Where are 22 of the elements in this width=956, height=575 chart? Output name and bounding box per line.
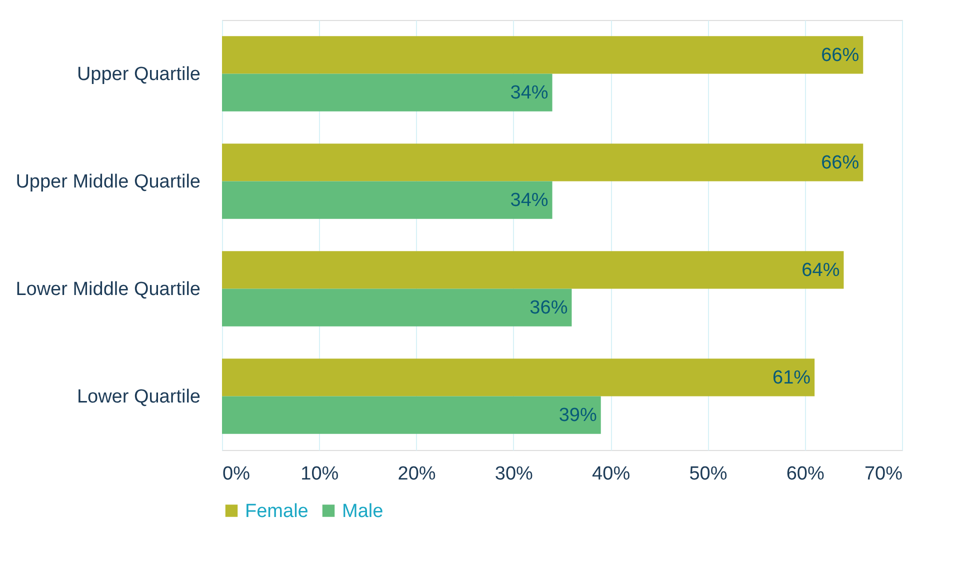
data-label: 34%	[510, 190, 548, 212]
data-label: 34%	[510, 82, 548, 104]
y-tick-label: Upper Quartile	[76, 64, 200, 85]
data-label: 36%	[530, 298, 568, 319]
y-tick-label: Upper Middle Quartile	[16, 171, 200, 192]
x-tick-label: 20%	[398, 464, 436, 484]
data-label: 66%	[821, 152, 860, 174]
data-label: 66%	[821, 44, 860, 66]
x-tick-label: 10%	[300, 464, 339, 484]
data-label: 61%	[772, 367, 811, 388]
data-label: 39%	[558, 405, 597, 426]
x-tick-label: 50%	[689, 464, 728, 484]
legend-label: Female	[245, 500, 308, 522]
x-tick-label: 70%	[864, 464, 903, 484]
x-tick-label: 40%	[592, 464, 630, 484]
x-tick-label: 30%	[494, 464, 534, 484]
y-tick-label: Lower Quartile	[76, 386, 200, 408]
y-tick-label: Lower Middle Quartile	[16, 278, 200, 300]
data-label: 64%	[802, 260, 840, 281]
legend-label: Male	[342, 500, 384, 522]
x-tick-label: 60%	[786, 464, 824, 484]
x-tick-label: 0%	[222, 464, 250, 484]
